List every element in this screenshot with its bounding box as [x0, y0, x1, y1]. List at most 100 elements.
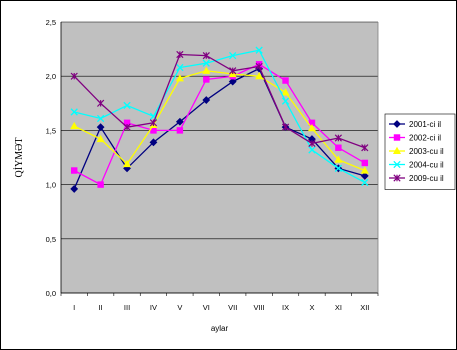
- legend-item: 2001-ci il: [389, 120, 441, 129]
- x-tick-label: X: [309, 303, 314, 312]
- data-point: [70, 167, 78, 174]
- data-point: [360, 166, 369, 174]
- data-point: [175, 117, 184, 126]
- x-tick-label: I: [73, 303, 75, 312]
- legend-label: 2001-ci il: [409, 120, 441, 129]
- y-tick-label: 1,5: [46, 126, 56, 135]
- legend-label: 2004-cu il: [409, 161, 444, 170]
- x-tick-label: III: [124, 303, 130, 312]
- series: [70, 64, 369, 193]
- data-point: [228, 77, 237, 86]
- data-point: [255, 46, 263, 54]
- series-line: [73, 70, 366, 172]
- data-point: [176, 127, 184, 134]
- data-point: [307, 124, 317, 132]
- x-tick-label: VI: [203, 303, 210, 312]
- y-tick-label: 1,0: [46, 181, 56, 190]
- data-point: [123, 123, 131, 131]
- plot-background: [61, 22, 378, 293]
- series: [70, 50, 369, 152]
- x-tick-label: IV: [150, 303, 157, 312]
- data-point: [393, 120, 401, 128]
- data-point: [308, 139, 316, 148]
- legend-item: 2009-cu il: [389, 174, 444, 183]
- data-point: [308, 146, 316, 154]
- data-point: [175, 74, 184, 82]
- legend-item: 2002-ci il: [389, 134, 441, 143]
- data-point: [281, 88, 290, 96]
- data-point: [96, 123, 105, 132]
- legend-label: 2009-cu il: [409, 174, 444, 183]
- series-line: [73, 53, 366, 149]
- axes: [60, 22, 379, 296]
- legend-label: 2003-cu il: [409, 147, 444, 156]
- data-point: [97, 99, 105, 107]
- data-point: [393, 160, 401, 169]
- x-tick-label: VII: [228, 303, 237, 312]
- data-point: [97, 181, 104, 188]
- data-point: [176, 50, 184, 59]
- legend-item: 2004-cu il: [389, 161, 444, 170]
- data-point: [229, 67, 237, 75]
- data-point: [282, 77, 289, 84]
- legend-item: 2003-cu il: [389, 146, 444, 156]
- data-point: [176, 63, 184, 72]
- data-point: [70, 185, 79, 193]
- data-point: [393, 174, 401, 182]
- data-point: [281, 123, 290, 131]
- data-point: [96, 114, 105, 123]
- x-tick-label: II: [99, 303, 103, 312]
- data-point: [392, 146, 402, 155]
- y-tick-label: 2,0: [46, 72, 56, 81]
- data-point: [202, 66, 211, 74]
- data-point: [255, 71, 264, 80]
- data-point: [229, 51, 237, 60]
- data-point: [202, 51, 210, 60]
- data-point: [255, 62, 263, 71]
- data-point: [361, 178, 369, 187]
- x-tick-label: XII: [360, 303, 369, 312]
- data-point: [361, 159, 369, 167]
- series: [70, 46, 369, 187]
- data-point: [123, 101, 131, 110]
- data-point: [393, 134, 401, 141]
- data-point: [149, 119, 158, 127]
- data-point: [70, 108, 78, 116]
- y-tick-labels: 0,0 0,5 1,0 1,5 2,0 2,5: [46, 18, 56, 298]
- data-point: [335, 144, 342, 151]
- data-point: [360, 172, 369, 180]
- x-tick-label: VIII: [253, 303, 264, 312]
- data-point: [202, 59, 210, 67]
- data-point: [334, 155, 343, 163]
- x-tick-label: V: [177, 303, 182, 312]
- data-point: [123, 164, 131, 173]
- data-point: [281, 97, 290, 105]
- data-point: [96, 134, 105, 143]
- legend-label: 2002-ci il: [409, 134, 441, 143]
- data-point: [202, 96, 211, 104]
- data-point: [203, 76, 210, 83]
- data-point: [70, 121, 79, 130]
- data-point: [334, 164, 343, 172]
- x-tick-label: IX: [282, 303, 289, 312]
- data-point: [149, 138, 158, 147]
- data-point: [361, 144, 369, 152]
- x-tick-label: XI: [335, 303, 342, 312]
- data-point: [122, 159, 132, 168]
- data-point: [70, 72, 78, 80]
- x-axis-title: aylar: [211, 324, 229, 333]
- gridlines: [61, 21, 378, 294]
- y-axis-title: QİYMƏT: [13, 138, 25, 178]
- y-tick-label: 2,5: [46, 18, 56, 27]
- legend: 2001-ci il 2002-ci il 2003-cu il 2004-cu il…: [384, 113, 456, 190]
- series-line: [73, 67, 365, 190]
- y-tick-label: 0,5: [46, 235, 56, 244]
- series-line: [73, 63, 366, 186]
- series-line: [74, 49, 366, 184]
- series-layer: [70, 46, 369, 193]
- data-point: [334, 134, 342, 142]
- y-tick-label: 0,0: [46, 289, 56, 298]
- x-tick-labels: I II III IV V VI VII VIII IX X XI XII: [73, 303, 369, 312]
